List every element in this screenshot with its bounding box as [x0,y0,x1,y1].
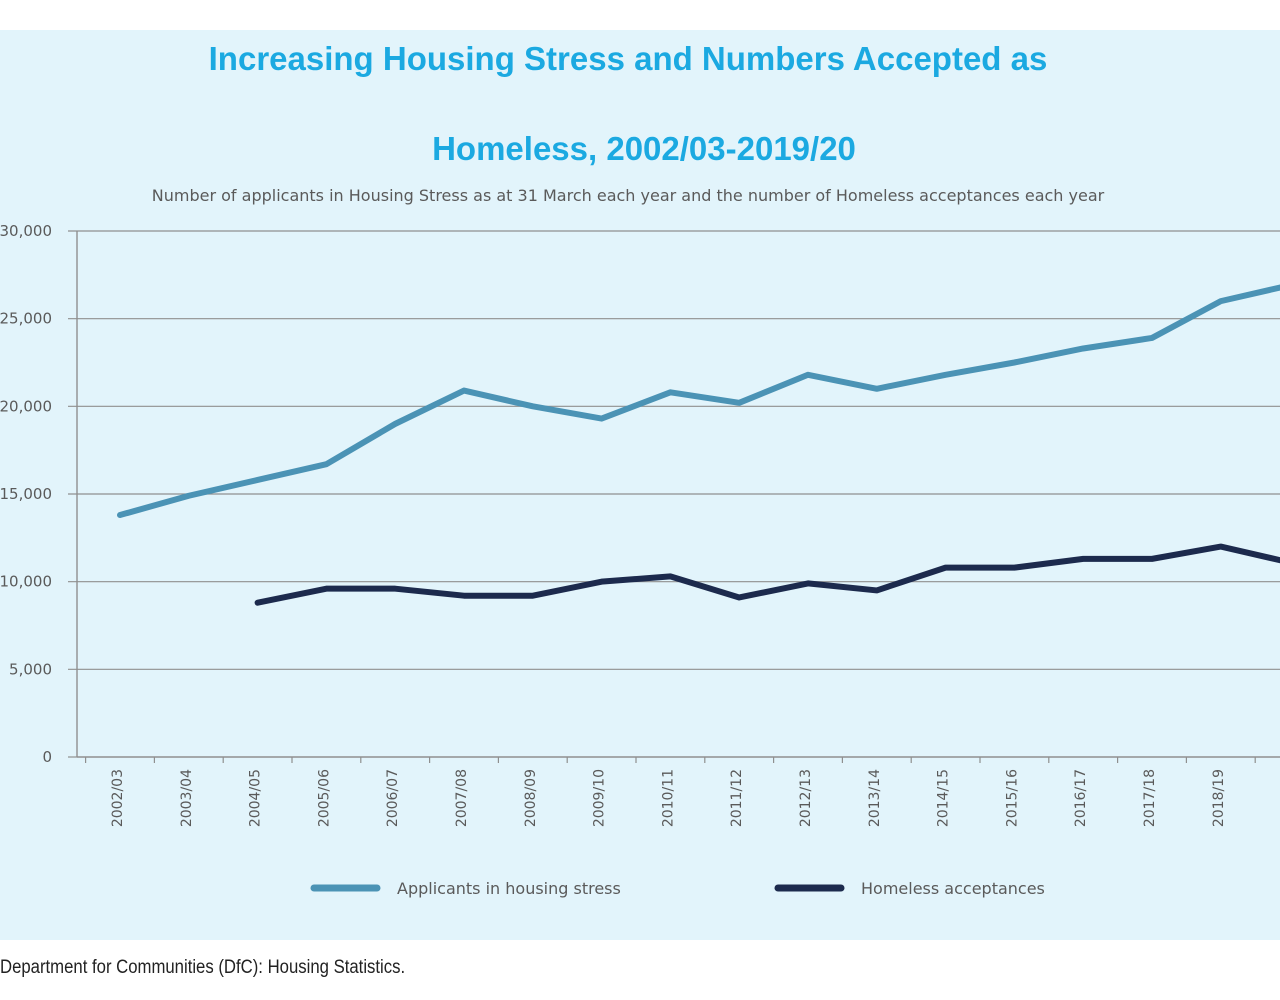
x-tick-label: 2015/16 [1004,769,1020,827]
y-tick-label: 15,000 [0,485,52,503]
x-tick-label: 2016/17 [1073,769,1089,827]
x-axis-ticks: 2002/03 2003/04 2004/05 2005/06 2006/07 2007/… [110,769,1280,827]
source-note: Department for Communities (DfC): Housin… [0,957,406,978]
legend-item-housing-stress: Applicants in housing stress [310,879,621,898]
y-tick-label: 10,000 [0,573,52,591]
series-lines [117,284,1280,606]
legend-item-homeless-acceptances: Homeless acceptances [774,879,1045,898]
x-tick-label: 2006/07 [385,769,401,827]
x-tick-label: 2002/03 [110,769,126,827]
x-tick-label: 2012/13 [798,769,814,827]
x-tick-label: 2009/10 [592,769,608,827]
y-tick-label: 5,000 [9,660,52,678]
x-tick-label: 2004/05 [248,769,264,827]
chart-title-line-2: Homeless, 2002/03-2019/20 [432,130,856,167]
y-axis-ticks: 0 5,000 10,000 15,000 20,000 25,000 30,000 [0,222,52,766]
x-tick-label: 2014/15 [936,769,952,827]
legend: Applicants in housing stress Homeless acc… [310,879,1045,898]
x-tick-label: 2007/08 [454,769,470,827]
chart-panel [0,30,1280,940]
x-tick-label: 2013/14 [867,769,883,827]
x-tick-label: 2017/18 [1142,769,1158,827]
x-tick-label: 2010/11 [660,769,676,827]
axes [76,231,1280,763]
x-tick-label: 2011/12 [729,769,745,827]
series-line-housing-stress [117,284,1280,519]
legend-label: Homeless acceptances [861,879,1045,898]
x-tick-label: 2008/09 [523,769,539,827]
y-tick-label: 0 [42,748,52,766]
y-tick-label: 20,000 [0,397,52,415]
line-chart: 0 5,000 10,000 15,000 20,000 25,000 30,000 200… [0,222,1280,898]
legend-label: Applicants in housing stress [397,879,621,898]
y-tick-label: 30,000 [0,222,52,240]
x-tick-label: 2005/06 [316,769,332,827]
x-tick-label: 2003/04 [179,769,195,827]
chart-title-line-1: Increasing Housing Stress and Numbers Ac… [208,40,1048,77]
y-tick-label: 25,000 [0,310,52,328]
series-line-homeless-acceptances [254,543,1280,606]
grid-lines [68,230,1280,758]
x-tick-label: 2018/19 [1211,769,1227,827]
chart-subtitle: Number of applicants in Housing Stress a… [151,186,1105,205]
